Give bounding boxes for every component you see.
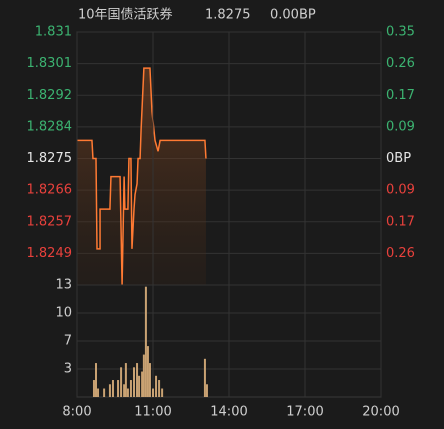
volume-bar <box>111 380 114 397</box>
y-tick-label: 7 <box>64 334 72 349</box>
price-area <box>77 68 206 285</box>
y2-tick-label: 0.09 <box>386 183 415 198</box>
volume-bar <box>136 363 139 397</box>
volume-bar <box>138 375 141 397</box>
last-price: 1.8275 <box>205 8 251 23</box>
volume-bar <box>205 384 208 397</box>
volume-bar <box>152 388 154 397</box>
volume-bar <box>148 363 151 397</box>
volume-bar <box>155 375 158 397</box>
volume-bar <box>146 346 149 397</box>
volume-bar <box>92 380 95 397</box>
y2-tick-label: 0.09 <box>386 119 415 134</box>
volume-bar <box>123 384 126 397</box>
y2-tick-label: 0BP <box>386 151 411 166</box>
y2-tick-label: 0.35 <box>386 25 415 40</box>
volume-bar <box>133 367 135 397</box>
volume-bar <box>103 388 106 397</box>
y2-tick-label: 0.26 <box>386 246 415 261</box>
volume-bar <box>141 371 144 397</box>
y-tick-label: 13 <box>55 278 72 293</box>
volume-bar <box>97 388 100 397</box>
y-tick-label: 1.8249 <box>27 246 73 261</box>
volume-bar <box>120 367 123 397</box>
volume-bar <box>126 388 129 397</box>
y-tick-label: 1.8301 <box>27 56 73 71</box>
x-tick-label: 14:00 <box>210 405 247 420</box>
y-tick-label: 1.831 <box>35 25 72 40</box>
price-change: 0.00BP <box>270 8 316 23</box>
volume-bar <box>129 380 132 397</box>
volume-bar <box>161 388 164 397</box>
volume-bar <box>142 354 145 397</box>
y-tick-label: 1.8257 <box>27 214 73 229</box>
y-tick-label: 10 <box>55 306 72 321</box>
x-tick-label: 11:00 <box>134 405 171 420</box>
volume-bar <box>144 286 147 397</box>
x-tick-label: 8:00 <box>62 405 91 420</box>
volume-bar <box>95 363 97 397</box>
volume-bar <box>117 380 120 397</box>
volume-bar <box>108 384 111 397</box>
x-tick-label: 17:00 <box>286 405 323 420</box>
x-tick-label: 20:00 <box>362 405 399 420</box>
volume-bar <box>158 380 161 397</box>
instrument-name: 10年国债活跃券 <box>78 7 173 23</box>
y-tick-label: 3 <box>64 362 72 377</box>
y2-tick-label: 0.17 <box>386 214 415 229</box>
price-line <box>77 67 207 286</box>
y-tick-label: 1.8284 <box>27 119 73 134</box>
y2-tick-label: 0.26 <box>386 56 415 71</box>
volume-bar <box>203 358 206 397</box>
volume-bar <box>124 363 127 397</box>
y-tick-label: 1.8292 <box>27 88 73 103</box>
y2-tick-label: 0.17 <box>386 88 415 103</box>
y-tick-label: 1.8275 <box>27 151 73 166</box>
y-tick-label: 1.8266 <box>27 183 73 198</box>
